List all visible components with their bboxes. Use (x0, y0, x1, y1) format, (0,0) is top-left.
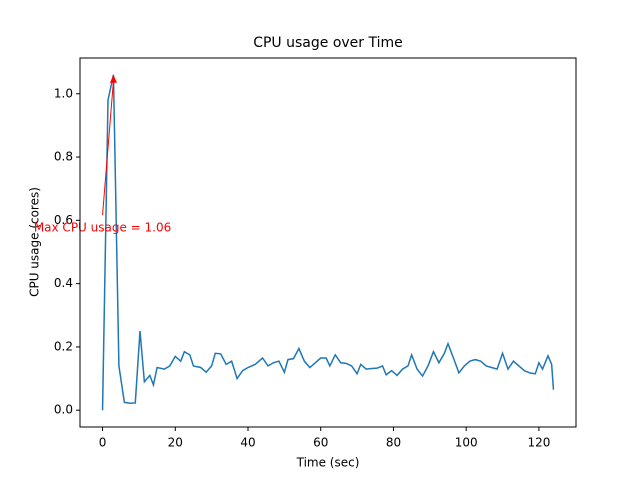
x-tick-label: 100 (455, 436, 478, 450)
x-tick-label: 0 (99, 436, 107, 450)
y-tick-label: 1.0 (54, 86, 73, 100)
y-tick-label: 0.8 (54, 150, 73, 164)
y-tick-label: 0.0 (54, 403, 73, 417)
y-tick-label: 0.6 (54, 213, 73, 227)
x-tick-label: 80 (386, 436, 401, 450)
y-tick-label: 0.2 (54, 339, 73, 353)
y-tick-label: 0.4 (54, 276, 73, 290)
x-tick-label: 20 (168, 436, 183, 450)
plot-frame (79, 57, 577, 428)
data-line (101, 74, 555, 411)
annotation-arrow (102, 80, 114, 216)
annotation-arrowhead (109, 74, 117, 83)
x-tick-label: 40 (240, 436, 255, 450)
x-tick-label: 60 (313, 436, 328, 450)
annotation: Max CPU usage = 1.06 (34, 221, 171, 235)
chart-title: CPU usage over Time (253, 35, 403, 51)
x-tick-label: 120 (527, 436, 550, 450)
x-axis-label: Time (sec) (296, 456, 360, 470)
y-axis-label: CPU usage (cores) (28, 187, 42, 297)
